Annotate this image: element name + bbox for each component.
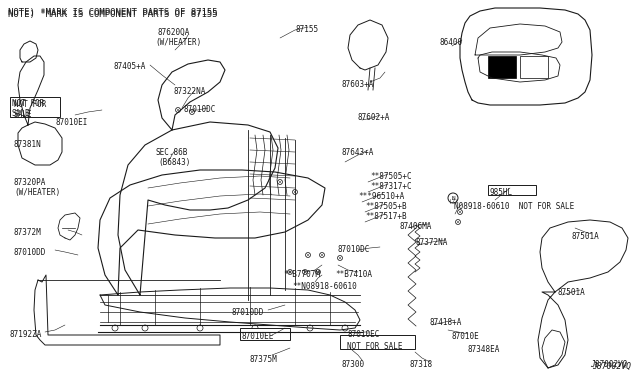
Text: 87155: 87155 bbox=[295, 25, 318, 34]
Text: NOT FOR: NOT FOR bbox=[12, 99, 44, 108]
Text: **B7410A: **B7410A bbox=[335, 270, 372, 279]
Text: **87505+B: **87505+B bbox=[365, 202, 406, 211]
Text: **87505+C: **87505+C bbox=[370, 172, 412, 181]
Bar bbox=[240, 328, 290, 340]
Text: 87602+A: 87602+A bbox=[357, 113, 389, 122]
Text: (2): (2) bbox=[449, 199, 458, 204]
Text: ***96510+A: ***96510+A bbox=[358, 192, 404, 201]
Text: SEC.86B: SEC.86B bbox=[155, 148, 188, 157]
Text: 87010DD: 87010DD bbox=[14, 248, 46, 257]
Text: 87010EC: 87010EC bbox=[348, 330, 380, 339]
Bar bbox=[488, 185, 536, 195]
Text: **N08918-60610: **N08918-60610 bbox=[292, 282, 356, 291]
Text: 87375M: 87375M bbox=[250, 355, 278, 364]
Text: 87322NA: 87322NA bbox=[173, 87, 205, 96]
Text: 87405+A: 87405+A bbox=[114, 62, 147, 71]
Text: **87317+C: **87317+C bbox=[370, 182, 412, 191]
Text: 87501A: 87501A bbox=[572, 232, 600, 241]
Bar bbox=[520, 56, 548, 78]
Text: 87192ZA: 87192ZA bbox=[10, 330, 42, 339]
Text: 87501A: 87501A bbox=[558, 288, 586, 297]
Text: 87300: 87300 bbox=[342, 360, 365, 369]
Text: 87010DC: 87010DC bbox=[338, 245, 371, 254]
Text: 87318: 87318 bbox=[410, 360, 433, 369]
Text: J87002VQ: J87002VQ bbox=[590, 360, 627, 369]
Text: **B7707M: **B7707M bbox=[283, 270, 320, 279]
Text: 87418+A: 87418+A bbox=[430, 318, 462, 327]
Text: 87372M: 87372M bbox=[14, 228, 42, 237]
Text: 87406MA: 87406MA bbox=[400, 222, 433, 231]
Text: J87002VQ: J87002VQ bbox=[592, 362, 631, 371]
Text: NOT FOR: NOT FOR bbox=[14, 100, 46, 109]
Text: 87372NA: 87372NA bbox=[415, 238, 447, 247]
Text: 87348EA: 87348EA bbox=[467, 345, 499, 354]
Text: 87603+A: 87603+A bbox=[342, 80, 374, 89]
Text: N: N bbox=[451, 196, 455, 201]
Text: SALE: SALE bbox=[12, 109, 31, 118]
Text: 985HL: 985HL bbox=[490, 188, 513, 197]
Text: 87010EI: 87010EI bbox=[55, 118, 88, 127]
Text: (W/HEATER): (W/HEATER) bbox=[155, 38, 201, 47]
Text: NOTE) *MARK IS COMPONENT PARTS OF 87155: NOTE) *MARK IS COMPONENT PARTS OF 87155 bbox=[8, 10, 218, 19]
Text: 87620QA: 87620QA bbox=[158, 28, 190, 37]
Text: 87643+A: 87643+A bbox=[342, 148, 374, 157]
Text: N08918-60610  NOT FOR SALE: N08918-60610 NOT FOR SALE bbox=[454, 202, 574, 211]
Bar bbox=[488, 56, 516, 78]
Text: 87010EE: 87010EE bbox=[242, 332, 275, 341]
Text: NOTE) *MARK IS COMPONENT PARTS OF 87155: NOTE) *MARK IS COMPONENT PARTS OF 87155 bbox=[8, 8, 218, 17]
Text: 87010DC: 87010DC bbox=[183, 105, 216, 114]
Text: 87381N: 87381N bbox=[14, 140, 42, 149]
Bar bbox=[340, 335, 415, 349]
Text: 87320PA: 87320PA bbox=[14, 178, 46, 187]
Text: NOT FOR SALE: NOT FOR SALE bbox=[347, 342, 403, 351]
Text: SALE: SALE bbox=[14, 110, 33, 119]
Text: 87010E: 87010E bbox=[451, 332, 479, 341]
Text: **87517+B: **87517+B bbox=[365, 212, 406, 221]
Text: (B6843): (B6843) bbox=[158, 158, 190, 167]
Text: 87010DD: 87010DD bbox=[232, 308, 264, 317]
Text: 86400: 86400 bbox=[439, 38, 462, 47]
Bar bbox=[10, 97, 60, 117]
Text: (W/HEATER): (W/HEATER) bbox=[14, 188, 60, 197]
